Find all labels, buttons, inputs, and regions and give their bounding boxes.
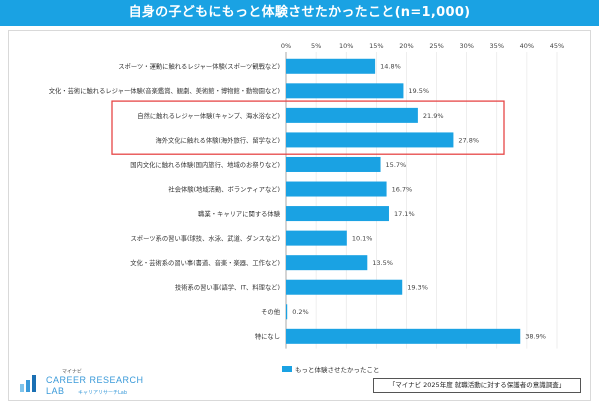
category-label: 海外文化に触れる体験(海外旅行、留学など) (155, 135, 280, 144)
legend-label: もっと体験させたかったこと (295, 366, 380, 374)
bar (286, 279, 403, 295)
category-label: 文化・芸術系の習い事(書道、音楽・楽器、工作など) (130, 258, 280, 267)
source-note: 「マイナビ 2025年度 就職活動に対する保護者の意識調査」 (373, 378, 581, 393)
bar (286, 58, 376, 74)
data-label: 38.9% (525, 333, 546, 341)
category-label: スポーツ・運動に触れるレジャー体験(スポーツ観戦など) (118, 62, 280, 71)
data-label: 15.7% (386, 161, 407, 169)
highlight-box (111, 100, 505, 155)
x-tick-label: 20% (399, 42, 413, 50)
legend-swatch (282, 366, 292, 372)
bar (286, 328, 521, 344)
x-tick-label: 35% (490, 42, 504, 50)
x-tick-label: 30% (459, 42, 473, 50)
legend: もっと体験させたかったこと (282, 364, 380, 374)
data-label: 17.1% (394, 210, 415, 218)
data-label: 13.5% (372, 259, 393, 267)
x-tick-label: 45% (550, 42, 564, 50)
bar (286, 230, 347, 246)
bar (286, 83, 404, 99)
x-tick-label: 15% (369, 42, 383, 50)
category-label: その他 (261, 307, 281, 316)
logo-line2: LAB (46, 386, 65, 396)
x-tick-label: 5% (311, 42, 321, 50)
bar (286, 132, 454, 148)
career-research-lab-logo: マイナビ CAREER RESEARCH LAB キャリアリサーチLab (18, 368, 188, 400)
data-label: 14.8% (380, 63, 401, 71)
logo-line1: CAREER RESEARCH (46, 375, 144, 385)
category-label: 技術系の習い事(語学、IT、料理など) (175, 283, 280, 292)
bar (286, 255, 368, 271)
data-label: 19.3% (407, 284, 428, 292)
data-label: 0.2% (292, 308, 309, 316)
category-label: 特になし (255, 332, 280, 341)
data-label: 10.1% (352, 235, 373, 243)
bar (286, 304, 288, 320)
data-label: 19.5% (408, 87, 429, 95)
x-tick-label: 40% (520, 42, 534, 50)
logo-mark-icon (20, 375, 36, 392)
category-label: スポーツ系の習い事(球技、水泳、武道、ダンスなど) (131, 234, 281, 243)
x-tick-label: 10% (339, 42, 353, 50)
bar (286, 107, 418, 123)
data-label: 21.9% (423, 112, 444, 120)
category-label: 自然に触れるレジャー体験(キャンプ、海水浴など) (137, 111, 280, 120)
title-banner: 自身の子どもにもっと体験させたかったこと(n=1,000) (0, 0, 599, 26)
x-tick-label: 0% (281, 42, 291, 50)
bar (286, 181, 387, 197)
category-label: 国内文化に触れる体験(国内旅行、地域のお祭りなど) (130, 160, 280, 169)
logo-sub: キャリアリサーチLab (78, 390, 128, 396)
x-tick-label: 25% (429, 42, 443, 50)
data-label: 27.8% (458, 136, 479, 144)
bar (286, 156, 381, 172)
chart-title: 自身の子どもにもっと体験させたかったこと(n=1,000) (128, 5, 471, 20)
bar (286, 206, 389, 222)
data-label: 16.7% (392, 185, 413, 193)
category-label: 社会体験(地域活動、ボランティアなど) (168, 184, 280, 193)
chart-frame (8, 30, 591, 401)
category-label: 職業・キャリアに関する体験 (198, 209, 281, 218)
logo-small-text: マイナビ (62, 369, 82, 375)
category-label: 文化・芸術に触れるレジャー体験(音楽鑑賞、観劇、美術館・博物館・動物園など) (49, 86, 280, 95)
